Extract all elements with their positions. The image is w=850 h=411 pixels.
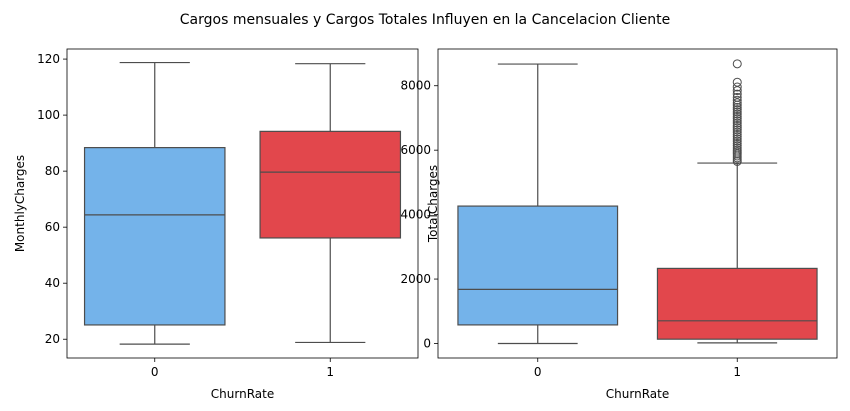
outlier-point (732, 125, 742, 135)
x-tick-label: 0 (151, 365, 159, 379)
x-axis-label: ChurnRate (211, 387, 274, 401)
outlier-point (732, 138, 742, 148)
x-tick-label: 1 (326, 365, 334, 379)
y-tick-label: 80 (45, 164, 60, 178)
outlier-point (732, 109, 742, 119)
axes-frame (66, 48, 419, 359)
outlier-point (732, 107, 742, 117)
figure-title: Cargos mensuales y Cargos Totales Influy… (180, 12, 670, 28)
plot-marks (457, 59, 818, 345)
axes-frame (437, 48, 838, 359)
outlier-point (732, 143, 742, 153)
outlier-point (732, 59, 742, 69)
outlier-point (732, 77, 742, 87)
y-tick-label: 4000 (400, 208, 431, 222)
y-tick-label: 6000 (400, 143, 431, 157)
box-group-0 (457, 63, 619, 345)
outlier-point (732, 114, 742, 124)
outlier-point (732, 82, 742, 92)
box-iqr (83, 147, 226, 326)
x-tick-label: 0 (534, 365, 542, 379)
y-axis-label: MonthlyCharges (13, 155, 27, 252)
y-tick-label: 20 (45, 332, 60, 346)
box-group-1 (259, 63, 402, 344)
outlier-point (732, 134, 742, 144)
y-tick-label: 120 (37, 52, 60, 66)
outlier-point (732, 89, 742, 99)
y-tick-label: 8000 (400, 79, 431, 93)
outlier-point (732, 111, 742, 121)
x-axis-label: ChurnRate (606, 387, 669, 401)
outlier-point (732, 136, 742, 146)
box-group-0 (83, 61, 226, 345)
y-tick-label: 0 (423, 337, 431, 351)
outlier-point (732, 105, 742, 115)
outlier-point (732, 95, 742, 105)
y-tick-label: 40 (45, 276, 60, 290)
outlier-point (732, 145, 742, 155)
outlier-point (732, 118, 742, 128)
outlier-point (732, 98, 742, 108)
outlier-point (732, 141, 742, 151)
y-tick-label: 2000 (400, 272, 431, 286)
outlier-point (732, 132, 742, 142)
outlier-point (732, 116, 742, 126)
y-axis: 20 40 60 80 100 120 (37, 52, 67, 346)
plot-marks (83, 61, 402, 345)
y-tick-label: 60 (45, 220, 60, 234)
outlier-point (732, 127, 742, 137)
box-group-1 (656, 59, 818, 344)
box-iqr (457, 205, 619, 326)
x-tick-label: 1 (733, 365, 741, 379)
outlier-point (732, 123, 742, 133)
box-iqr (259, 130, 402, 239)
box-iqr (656, 267, 818, 340)
outlier-point (732, 102, 742, 112)
outlier-point (732, 129, 742, 139)
outlier-point (732, 120, 742, 130)
y-axis: 0 2000 4000 6000 8000 (400, 79, 438, 351)
y-tick-label: 100 (37, 108, 60, 122)
outlier-point (732, 92, 742, 102)
y-axis-label: TotalCharges (426, 165, 440, 243)
